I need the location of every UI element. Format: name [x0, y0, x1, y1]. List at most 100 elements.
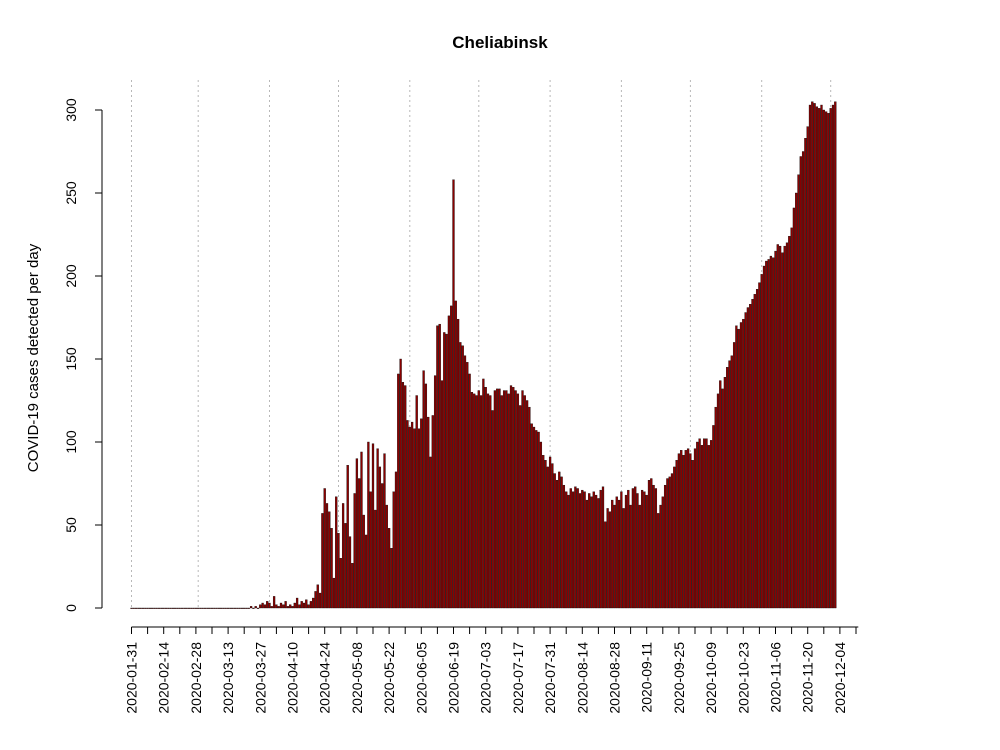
bar — [537, 431, 540, 609]
bar — [491, 410, 494, 609]
bar — [169, 607, 172, 609]
bar — [496, 388, 499, 609]
x-tick-label: 2020-03-13 — [220, 642, 236, 714]
bar — [394, 471, 398, 609]
bar — [459, 342, 462, 609]
bar — [399, 358, 402, 609]
bar — [808, 104, 812, 609]
bar — [279, 602, 283, 609]
bar — [440, 380, 444, 609]
bar — [385, 504, 388, 609]
bar — [620, 491, 623, 609]
x-tick-label: 2020-07-17 — [510, 642, 526, 714]
bar — [668, 476, 671, 609]
bar — [397, 373, 400, 609]
bar — [806, 126, 809, 609]
x-tick-label: 2020-02-14 — [156, 642, 172, 714]
bar — [463, 355, 467, 609]
bar — [767, 259, 770, 609]
bar — [594, 494, 598, 609]
bar — [675, 460, 678, 609]
bar — [210, 607, 214, 609]
bar — [275, 604, 278, 609]
bar — [148, 607, 152, 609]
bar — [696, 441, 699, 609]
bar — [316, 584, 319, 609]
bar — [243, 607, 246, 609]
bar — [553, 473, 556, 609]
bar — [792, 207, 796, 609]
bar — [406, 420, 409, 609]
bar — [705, 438, 708, 609]
bar — [429, 456, 432, 609]
bar — [270, 606, 273, 609]
bar — [160, 607, 163, 609]
bar — [484, 387, 487, 609]
bar — [360, 451, 363, 609]
x-tick-label: 2020-10-23 — [735, 642, 751, 714]
bar — [516, 393, 520, 609]
bar — [732, 342, 736, 609]
bar — [684, 450, 687, 609]
bar — [804, 138, 807, 609]
bar — [355, 458, 359, 609]
bar — [171, 607, 175, 609]
bar — [420, 418, 423, 609]
bar — [376, 448, 379, 609]
bar — [479, 395, 483, 609]
y-tick-label: 100 — [63, 430, 79, 454]
x-tick-label: 2020-05-22 — [381, 642, 397, 714]
bar — [332, 577, 336, 609]
bar — [507, 393, 510, 609]
bar — [178, 607, 181, 609]
bar — [309, 601, 313, 609]
bar — [532, 426, 536, 609]
bar — [797, 174, 800, 609]
bar — [337, 533, 340, 609]
bar — [155, 607, 158, 609]
bar — [535, 430, 538, 609]
y-tick-label: 200 — [63, 264, 79, 288]
bar — [636, 493, 639, 609]
bar — [765, 260, 768, 609]
bar — [164, 607, 168, 609]
bar — [638, 504, 641, 609]
bar — [233, 607, 237, 609]
bar — [661, 496, 664, 609]
bar — [574, 486, 577, 609]
bar — [818, 108, 821, 609]
bar — [238, 607, 241, 609]
bar — [521, 390, 524, 609]
bar — [229, 607, 232, 609]
bar — [571, 491, 575, 609]
bar — [217, 607, 221, 609]
bar — [565, 491, 568, 609]
bar — [827, 113, 830, 609]
bar — [781, 252, 784, 609]
bar — [663, 484, 667, 609]
bar — [144, 607, 147, 609]
bar — [401, 382, 405, 609]
bar — [530, 423, 533, 609]
bar — [374, 509, 377, 609]
bar — [686, 448, 690, 609]
bar — [755, 289, 759, 609]
bar — [130, 607, 133, 609]
bar — [597, 498, 600, 609]
bar — [753, 294, 756, 609]
bar — [321, 513, 324, 609]
bar — [606, 508, 609, 609]
x-tick-label: 2020-12-04 — [832, 642, 848, 714]
bar — [240, 607, 244, 609]
bar — [180, 607, 184, 609]
bar — [307, 604, 310, 609]
bar — [433, 375, 437, 609]
bar — [404, 385, 407, 609]
bar — [551, 463, 554, 609]
bar — [831, 104, 835, 609]
bar — [613, 504, 616, 609]
bar — [525, 400, 529, 609]
bar — [629, 504, 632, 609]
bar — [801, 151, 805, 609]
